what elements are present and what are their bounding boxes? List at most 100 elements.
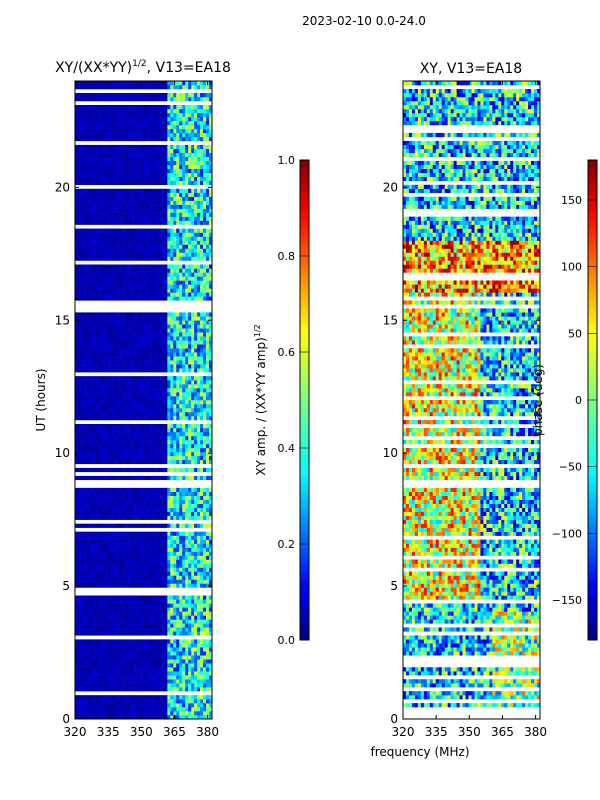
- heatmap-cell: [98, 639, 103, 644]
- heatmap-cell: [95, 380, 100, 385]
- heatmap-cell: [95, 599, 100, 604]
- heatmap-cell: [155, 475, 159, 481]
- heatmap-cell: [173, 340, 177, 345]
- heatmap-cell: [125, 547, 129, 552]
- heatmap-cell: [161, 579, 165, 584]
- heatmap-cell: [137, 611, 141, 616]
- heatmap-cell: [176, 707, 180, 712]
- heatmap-cell: [107, 647, 112, 652]
- heatmap-cell: [107, 368, 112, 373]
- heatmap-cell: [101, 360, 106, 365]
- heatmap-cell: [98, 312, 103, 317]
- heatmap-cell: [95, 348, 100, 353]
- heatmap-cell: [146, 487, 150, 493]
- heatmap-cell: [146, 244, 150, 249]
- heatmap-cell: [134, 551, 138, 556]
- heatmap-cell: [161, 511, 165, 516]
- heatmap-cell: [149, 360, 153, 365]
- heatmap-cell: [75, 579, 79, 584]
- heatmap-cell: [83, 555, 88, 560]
- heatmap-cell: [143, 268, 147, 273]
- heatmap-cell: [143, 715, 147, 720]
- heatmap-cell: [161, 232, 165, 237]
- heatmap-cell: [86, 348, 91, 353]
- heatmap-cell: [116, 396, 120, 401]
- heatmap-cell: [182, 603, 186, 608]
- heatmap-cell: [110, 535, 115, 540]
- heatmap-cell: [119, 228, 123, 233]
- heatmap-cell: [134, 352, 138, 357]
- heatmap-cell: [77, 240, 82, 245]
- heatmap-cell: [113, 272, 117, 277]
- heatmap-cell: [134, 348, 138, 353]
- heatmap-cell: [188, 615, 192, 620]
- heatmap-cell: [134, 623, 138, 628]
- heatmap-cell: [143, 643, 147, 648]
- heatmap-cell: [80, 431, 85, 437]
- heatmap-cell: [146, 312, 150, 317]
- heatmap-cell: [95, 459, 100, 465]
- heatmap-cell: [125, 551, 129, 556]
- heatmap-cell: [164, 268, 168, 273]
- heatmap-cell: [83, 623, 88, 628]
- heatmap-cell: [77, 547, 82, 552]
- heatmap-cell: [149, 515, 153, 520]
- heatmap-cell: [179, 647, 183, 652]
- heatmap-cell: [191, 451, 195, 457]
- heatmap-cell: [104, 499, 109, 504]
- heatmap-cell: [75, 607, 79, 612]
- heatmap-cell: [170, 615, 174, 620]
- heatmap-cell: [173, 515, 177, 520]
- heatmap-cell: [191, 284, 195, 289]
- heatmap-cell: [98, 280, 103, 285]
- heatmap-cell: [149, 423, 153, 429]
- heatmap-cell: [92, 344, 97, 349]
- heatmap-cell: [80, 547, 85, 552]
- heatmap-cell: [197, 284, 201, 289]
- heatmap-cell: [203, 619, 207, 624]
- heatmap-cell: [77, 388, 82, 393]
- heatmap-cell: [188, 679, 192, 684]
- heatmap-cell: [89, 555, 94, 560]
- heatmap-cell: [200, 699, 204, 704]
- heatmap-cell: [98, 292, 103, 297]
- heatmap-cell: [122, 264, 126, 269]
- heatmap-cell: [75, 559, 79, 564]
- flagged-row: [75, 479, 212, 484]
- heatmap-cell: [170, 495, 174, 500]
- heatmap-cell: [182, 280, 186, 285]
- heatmap-cell: [143, 531, 147, 536]
- heatmap-cell: [146, 631, 150, 636]
- heatmap-cell: [200, 248, 204, 253]
- heatmap-cell: [143, 547, 147, 552]
- heatmap-cell: [155, 615, 159, 620]
- heatmap-cell: [191, 567, 195, 572]
- heatmap-cell: [83, 216, 88, 221]
- heatmap-cell: [155, 627, 159, 632]
- heatmap-cell: [95, 563, 100, 568]
- heatmap-cell: [188, 364, 192, 369]
- heatmap-cell: [95, 388, 100, 393]
- heatmap-cell: [206, 475, 210, 481]
- heatmap-cell: [122, 575, 126, 580]
- heatmap-cell: [197, 627, 201, 632]
- heatmap-cell: [209, 380, 213, 385]
- heatmap-cell: [95, 651, 100, 656]
- heatmap-cell: [110, 603, 115, 608]
- heatmap-cell: [113, 535, 117, 540]
- heatmap-cell: [146, 340, 150, 345]
- heatmap-cell: [176, 663, 180, 668]
- heatmap-cell: [191, 411, 195, 417]
- heatmap-cell: [92, 328, 97, 333]
- heatmap-cell: [101, 352, 106, 357]
- heatmap-cell: [119, 427, 123, 433]
- heatmap-cell: [128, 228, 132, 233]
- heatmap-cell: [95, 507, 100, 512]
- heatmap-cell: [131, 352, 135, 357]
- heatmap-cell: [107, 320, 112, 325]
- heatmap-cell: [182, 547, 186, 552]
- heatmap-cell: [116, 679, 120, 684]
- heatmap-cell: [137, 647, 141, 652]
- heatmap-cell: [209, 679, 213, 684]
- heatmap-cell: [197, 467, 201, 473]
